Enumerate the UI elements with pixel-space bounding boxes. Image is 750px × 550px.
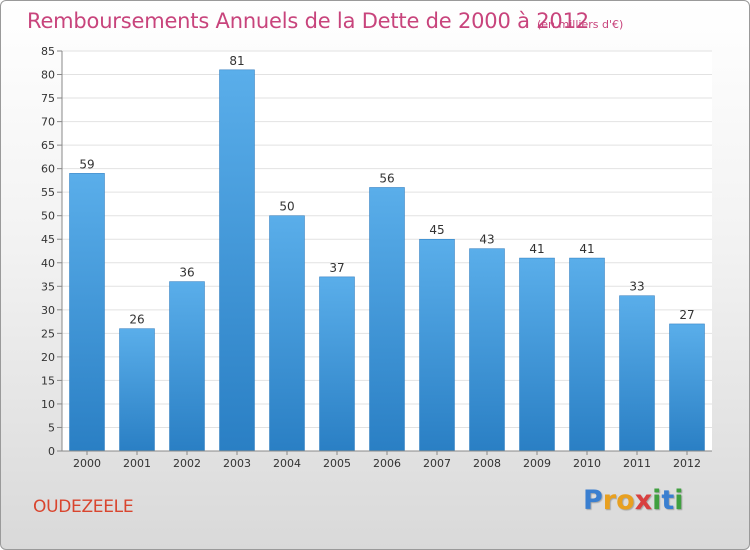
bar-value-label: 50 bbox=[279, 200, 294, 214]
y-tick-label: 75 bbox=[41, 92, 55, 105]
bar-2009 bbox=[519, 257, 555, 452]
bar-2005 bbox=[319, 276, 355, 452]
y-tick-label: 45 bbox=[41, 233, 55, 246]
y-tick-label: 85 bbox=[41, 45, 55, 58]
bars bbox=[69, 69, 705, 452]
chart-title: Remboursements Annuels de la Dette de 20… bbox=[27, 9, 589, 33]
bar-2000 bbox=[69, 173, 105, 452]
logo-letter: o bbox=[616, 485, 635, 516]
bar-2007 bbox=[419, 238, 455, 452]
y-tick-label: 20 bbox=[41, 351, 55, 364]
bar-value-label: 43 bbox=[479, 233, 494, 247]
x-tick-label: 2001 bbox=[123, 457, 151, 470]
bar-value-label: 41 bbox=[579, 242, 594, 256]
bar-value-label: 56 bbox=[379, 171, 394, 185]
bar-2004 bbox=[269, 215, 305, 452]
logo-letter: P bbox=[583, 485, 603, 516]
x-tick-label: 2004 bbox=[273, 457, 301, 470]
bar-2011 bbox=[619, 295, 655, 452]
logo-letter: i bbox=[674, 485, 684, 516]
axes: 0 5 10 15 20 25 30 35 40 45 50 55 60 65 70 75 80 85 2000 20… bbox=[41, 45, 712, 470]
y-tick-label: 0 bbox=[48, 445, 55, 458]
bar-2006 bbox=[369, 187, 405, 452]
logo-letter: i bbox=[652, 485, 662, 516]
bar-value-label: 36 bbox=[179, 266, 194, 280]
y-tick-label: 55 bbox=[41, 186, 55, 199]
y-tick-label: 10 bbox=[41, 398, 55, 411]
y-tick-label: 5 bbox=[48, 421, 55, 434]
bar-value-label: 27 bbox=[679, 308, 694, 322]
logo-letter: x bbox=[634, 485, 653, 516]
proxiti-logo[interactable]: Proxiti bbox=[583, 485, 684, 516]
logo-letter: r bbox=[602, 485, 617, 516]
bar-2003 bbox=[219, 69, 255, 452]
bar-value-label: 81 bbox=[229, 54, 244, 68]
y-tick-label: 80 bbox=[41, 69, 55, 82]
y-tick-label: 60 bbox=[41, 163, 55, 176]
y-tick-label: 15 bbox=[41, 374, 55, 387]
x-tick-label: 2003 bbox=[223, 457, 251, 470]
y-tick-label: 25 bbox=[41, 327, 55, 340]
bar-value-label: 26 bbox=[129, 313, 144, 327]
bar-2001 bbox=[119, 328, 155, 452]
bar-2012 bbox=[669, 323, 705, 452]
x-tick-label: 2009 bbox=[523, 457, 551, 470]
bar-value-label: 59 bbox=[79, 157, 94, 171]
x-tick-label: 2011 bbox=[623, 457, 651, 470]
x-tick-label: 2010 bbox=[573, 457, 601, 470]
bar-value-label: 41 bbox=[529, 242, 544, 256]
x-tick-label: 2006 bbox=[373, 457, 401, 470]
logo-letter: t bbox=[661, 485, 675, 516]
x-tick-label: 2002 bbox=[173, 457, 201, 470]
bar-value-label: 33 bbox=[629, 280, 644, 294]
x-tick-label: 2008 bbox=[473, 457, 501, 470]
bar-2002 bbox=[169, 281, 205, 452]
y-tick-label: 40 bbox=[41, 257, 55, 270]
x-tick-label: 2007 bbox=[423, 457, 451, 470]
x-tick-label: 2000 bbox=[73, 457, 101, 470]
x-tick-label: 2005 bbox=[323, 457, 351, 470]
y-tick-label: 35 bbox=[41, 280, 55, 293]
y-tick-label: 70 bbox=[41, 116, 55, 129]
data-labels: 59 26 36 81 50 37 56 45 43 41 41 33 27 bbox=[79, 54, 694, 327]
x-tick-label: 2012 bbox=[673, 457, 701, 470]
bar-2008 bbox=[469, 248, 505, 452]
y-tick-label: 65 bbox=[41, 139, 55, 152]
bar-value-label: 45 bbox=[429, 223, 444, 237]
bar-2010 bbox=[569, 257, 605, 452]
commune-name: OUDEZEELE bbox=[33, 497, 134, 517]
y-tick-label: 50 bbox=[41, 210, 55, 223]
y-tick-label: 30 bbox=[41, 304, 55, 317]
chart-subtitle: (en milliers d'€) bbox=[537, 18, 624, 31]
bar-value-label: 37 bbox=[329, 261, 344, 275]
